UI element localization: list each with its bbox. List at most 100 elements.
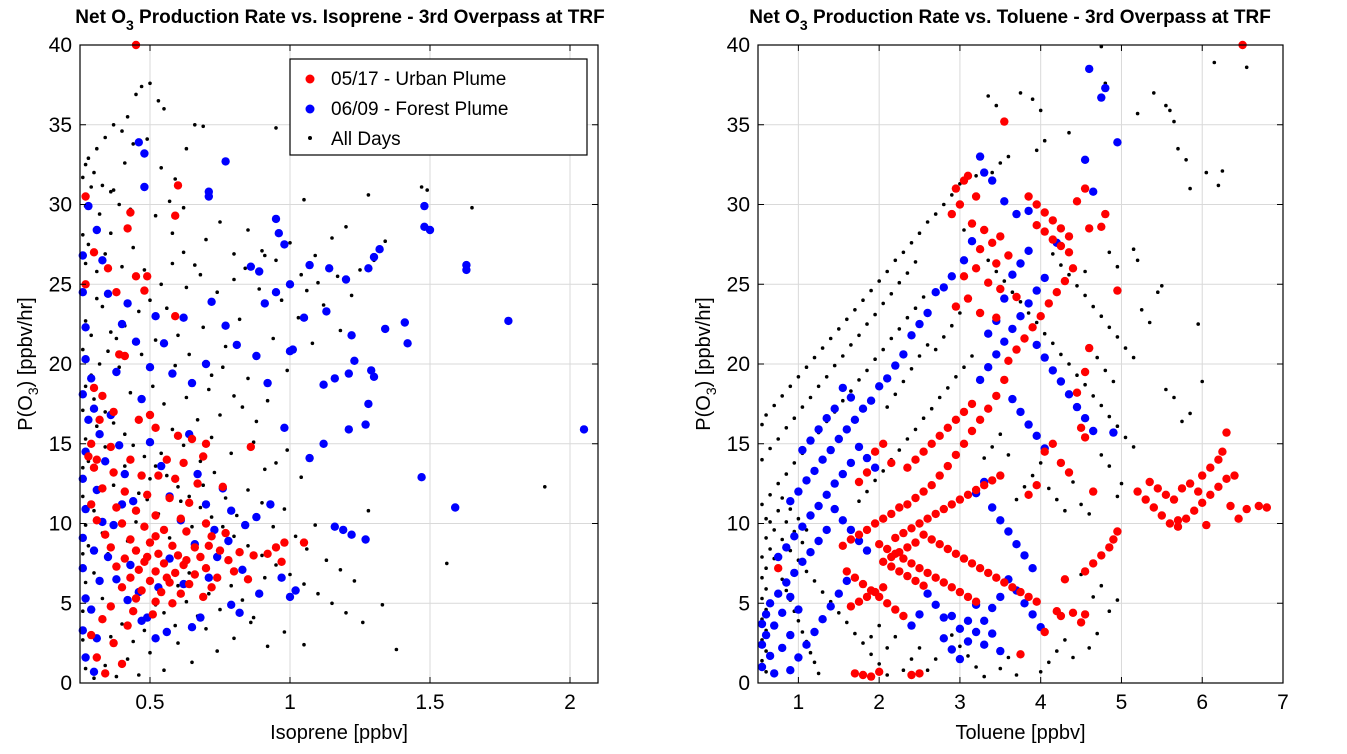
toluene-x-tick-label: 4 xyxy=(1035,691,1047,714)
isoprene-point-all-days xyxy=(257,287,262,291)
isoprene-point-all-days xyxy=(131,639,135,644)
toluene-point-forest xyxy=(996,646,1005,656)
isoprene-point-all-days xyxy=(100,183,105,188)
toluene-point-urban xyxy=(879,514,888,523)
toluene-point-urban xyxy=(1206,463,1215,472)
toluene-point-all-days xyxy=(772,528,776,532)
isoprene-point-all-days xyxy=(198,505,203,510)
toluene-point-all-days xyxy=(812,579,817,583)
toluene-point-urban xyxy=(1181,514,1191,523)
isoprene-point-forest xyxy=(375,245,384,254)
toluene-point-all-days xyxy=(990,170,994,175)
toluene-point-all-days xyxy=(845,620,849,625)
toluene-point-forest xyxy=(770,621,779,630)
toluene-point-all-days xyxy=(768,520,772,524)
toluene-point-all-days xyxy=(865,489,869,494)
toluene-x-tick-label: 6 xyxy=(1196,691,1208,714)
isoprene-point-all-days xyxy=(302,642,306,647)
isoprene-point-forest xyxy=(140,149,149,158)
toluene-point-forest xyxy=(1000,337,1009,346)
toluene-point-urban xyxy=(935,471,944,480)
toluene-point-all-days xyxy=(1018,300,1023,304)
toluene-point-urban xyxy=(1072,388,1082,397)
isoprene-point-forest xyxy=(319,439,328,448)
toluene-point-all-days xyxy=(901,668,906,672)
toluene-point-forest xyxy=(1056,377,1066,386)
isoprene-point-all-days xyxy=(159,282,163,287)
toluene-point-urban xyxy=(842,567,851,576)
toluene-point-all-days xyxy=(784,588,789,593)
isoprene-point-forest xyxy=(252,351,261,361)
toluene-point-urban xyxy=(1064,468,1074,477)
isoprene-point-all-days xyxy=(179,499,183,504)
toluene-point-forest xyxy=(891,361,900,370)
toluene-point-forest xyxy=(798,557,807,566)
toluene-point-all-days xyxy=(982,456,986,460)
isoprene-point-all-days xyxy=(198,459,203,464)
isoprene-point-forest xyxy=(201,500,211,509)
toluene-point-all-days xyxy=(1188,411,1192,416)
toluene-point-urban xyxy=(951,415,961,424)
toluene-point-forest xyxy=(980,640,989,649)
isoprene-point-all-days xyxy=(109,634,113,639)
toluene-point-urban xyxy=(891,533,900,543)
toluene-point-urban xyxy=(870,447,880,456)
toluene-point-urban xyxy=(959,272,969,281)
isoprene-point-all-days xyxy=(260,501,264,505)
isoprene-point-all-days xyxy=(445,561,449,566)
toluene-point-urban xyxy=(1198,471,1207,480)
toluene-point-forest xyxy=(834,434,843,444)
toluene-point-all-days xyxy=(1018,91,1023,95)
isoprene-point-all-days xyxy=(204,237,208,242)
isoprene-point-all-days xyxy=(95,146,99,151)
isoprene-point-forest xyxy=(238,565,247,574)
isoprene-point-urban xyxy=(168,541,177,550)
isoprene-point-all-days xyxy=(223,344,228,349)
isoprene-point-all-days xyxy=(207,387,211,392)
isoprene-point-all-days xyxy=(285,448,290,452)
toluene-point-urban xyxy=(967,219,977,228)
isoprene-point-all-days xyxy=(120,129,124,133)
toluene-point-urban xyxy=(887,562,896,571)
isoprene-point-urban xyxy=(123,621,132,630)
toluene-point-forest xyxy=(1032,286,1041,295)
toluene-point-forest xyxy=(1040,353,1049,362)
toluene-point-all-days xyxy=(1131,445,1136,449)
toluene-point-all-days xyxy=(1119,481,1124,486)
toluene-point-all-days xyxy=(764,587,768,591)
toluene-point-all-days xyxy=(760,555,764,559)
toluene-point-forest xyxy=(980,168,989,177)
isoprene-point-urban xyxy=(243,575,253,584)
toluene-point-urban xyxy=(955,200,965,209)
isoprene-point-all-days xyxy=(344,225,348,229)
toluene-point-urban xyxy=(911,493,920,503)
toluene-point-urban xyxy=(858,670,868,680)
isoprene-point-urban xyxy=(131,272,141,281)
toluene-point-all-days xyxy=(1164,103,1168,108)
toluene-point-forest xyxy=(794,605,803,614)
toluene-point-all-days xyxy=(1131,355,1136,360)
toluene-point-forest xyxy=(1097,93,1106,102)
isoprene-point-all-days xyxy=(117,365,121,370)
isoprene-point-urban xyxy=(182,527,191,536)
toluene-point-all-days xyxy=(853,308,857,312)
toluene-point-urban xyxy=(879,583,888,592)
isoprene-point-urban xyxy=(190,570,199,579)
toluene-point-urban xyxy=(1000,375,1009,385)
isoprene-point-all-days xyxy=(279,298,284,303)
toluene-point-all-days xyxy=(962,228,966,232)
toluene-point-urban xyxy=(907,559,916,568)
isoprene-point-all-days xyxy=(109,330,113,334)
toluene-point-all-days xyxy=(1042,331,1047,336)
toluene-point-urban xyxy=(1048,216,1058,225)
toluene-point-forest xyxy=(931,288,940,297)
toluene-point-all-days xyxy=(1010,290,1015,295)
toluene-point-urban xyxy=(838,541,847,550)
isoprene-point-all-days xyxy=(103,252,107,256)
toluene-point-forest xyxy=(1101,83,1110,93)
toluene-point-urban xyxy=(1234,514,1243,523)
legend-label-forest: 06/09 - Forest Plume xyxy=(331,99,508,120)
isoprene-point-forest xyxy=(84,201,93,211)
toluene-point-all-days xyxy=(760,502,764,507)
isoprene-point-forest xyxy=(227,506,236,515)
